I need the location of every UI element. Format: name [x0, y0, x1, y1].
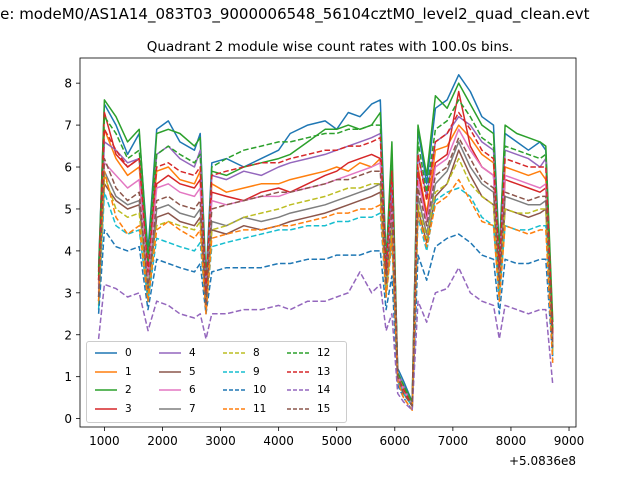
legend-swatch — [95, 407, 117, 410]
legend-swatch — [159, 389, 181, 391]
legend-item: 3 — [95, 401, 132, 417]
legend-label: 4 — [189, 347, 196, 359]
series-line-8 — [97, 157, 554, 407]
series-line-7 — [97, 141, 554, 407]
series-line-4 — [97, 115, 554, 407]
y-tick-label: 1 — [64, 370, 72, 384]
legend-swatch — [159, 352, 181, 354]
series-line-11 — [97, 170, 554, 411]
series-line-10 — [97, 229, 554, 411]
x-tick-label: 9000 — [554, 434, 585, 448]
x-tick-label: 2000 — [147, 434, 178, 448]
x-tick-label: 7000 — [438, 434, 469, 448]
suptitle-text: Plots from file: modeM0/AS1A14_083T03_90… — [0, 5, 590, 23]
y-tick-label: 4 — [64, 244, 72, 258]
y-tick-label: 7 — [64, 119, 72, 133]
legend-label: 3 — [125, 402, 132, 415]
legend-item: 12 — [287, 345, 330, 361]
legend-swatch — [159, 370, 181, 373]
legend-item: 10 — [223, 382, 266, 398]
legend-label: 9 — [253, 365, 260, 378]
x-tick-label: 6000 — [380, 434, 411, 448]
legend-swatch — [287, 370, 309, 373]
series-line-9 — [97, 187, 554, 407]
legend-label: 14 — [317, 384, 331, 396]
legend-label: 5 — [189, 365, 196, 378]
figure-suptitle: Plots from file: modeM0/AS1A14_083T03_90… — [0, 5, 640, 25]
legend-item: 9 — [223, 364, 260, 380]
y-tick-label: 3 — [64, 286, 72, 300]
x-tick-label: 1000 — [89, 434, 120, 448]
legend-label: 2 — [125, 384, 132, 396]
legend-item: 15 — [287, 401, 330, 417]
legend-item: 8 — [223, 345, 260, 361]
chart-legend: 0 1 2 3 4 5 6 7 8 9 10 11 12 13 14 15 — [86, 341, 347, 423]
series-line-2 — [97, 82, 554, 403]
series-line-15 — [97, 136, 554, 407]
legend-item: 2 — [95, 382, 132, 398]
legend-label: 8 — [253, 347, 260, 359]
legend-swatch — [95, 370, 117, 373]
y-axis-ticks: 0 1 2 3 4 5 6 7 8 — [64, 77, 80, 426]
legend-label: 7 — [189, 402, 196, 415]
legend-item: 1 — [95, 364, 132, 380]
legend-item: 11 — [223, 401, 266, 417]
series-line-1 — [97, 124, 554, 407]
chart-title: Quadrant 2 module wise count rates with … — [147, 39, 513, 55]
legend-swatch — [159, 407, 181, 410]
legend-swatch — [287, 389, 309, 391]
legend-item: 14 — [287, 382, 330, 398]
series-line-6 — [97, 128, 554, 407]
legend-item: 7 — [159, 401, 196, 417]
legend-label: 1 — [125, 365, 132, 378]
plot-lines — [97, 74, 554, 411]
x-axis-ticks: 1000 2000 3000 4000 5000 6000 7000 8000 9000 — [89, 427, 584, 448]
legend-item: 6 — [159, 382, 196, 398]
series-line-0 — [97, 74, 554, 403]
legend-item: 13 — [287, 364, 330, 380]
series-line-13 — [97, 111, 554, 407]
x-tick-label: 4000 — [263, 434, 294, 448]
legend-swatch — [95, 352, 117, 354]
series-line-12 — [97, 99, 554, 407]
legend-label: 0 — [125, 347, 132, 359]
x-offset-label: +5.0836e8 — [509, 454, 576, 468]
legend-item: 4 — [159, 345, 196, 361]
legend-swatch — [223, 407, 245, 410]
legend-swatch — [287, 407, 309, 410]
x-tick-label: 5000 — [321, 434, 352, 448]
x-tick-label: 3000 — [205, 434, 236, 448]
y-tick-label: 5 — [64, 202, 72, 216]
legend-swatch — [287, 352, 309, 354]
legend-label: 6 — [189, 384, 196, 396]
legend-item: 0 — [95, 345, 132, 361]
legend-swatch — [223, 352, 245, 354]
legend-label: 11 — [253, 402, 267, 415]
y-tick-label: 2 — [64, 328, 72, 342]
legend-label: 12 — [317, 347, 331, 359]
legend-label: 13 — [317, 365, 331, 378]
legend-swatch — [223, 370, 245, 373]
legend-item: 5 — [159, 364, 196, 380]
y-tick-label: 8 — [64, 77, 72, 91]
plot-frame — [79, 57, 577, 428]
legend-label: 10 — [253, 384, 267, 396]
legend-swatch — [95, 389, 117, 391]
series-line-14 — [97, 266, 554, 411]
y-tick-label: 0 — [64, 412, 72, 426]
y-tick-label: 6 — [64, 161, 72, 175]
legend-swatch — [223, 389, 245, 391]
x-tick-label: 8000 — [496, 434, 527, 448]
legend-label: 15 — [317, 402, 331, 415]
